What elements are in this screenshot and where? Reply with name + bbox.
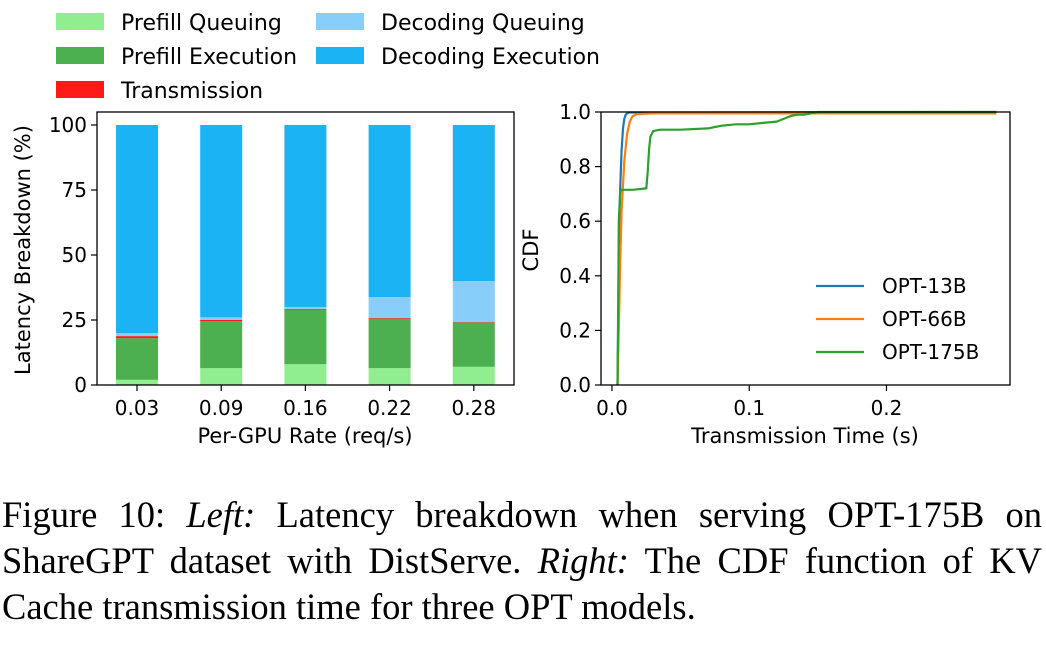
cdf-y-tick-label: 0.4: [559, 264, 591, 288]
caption-right-tag: Right:: [537, 540, 629, 581]
bar-x-ticks: 0.03 0.09 0.16 0.22 0.28: [115, 385, 496, 420]
bar-segment-decoding-execution-0: [116, 125, 158, 333]
caption-label: Figure 10:: [2, 494, 166, 535]
cdf-legend-label-opt175b: OPT-175B: [882, 340, 979, 364]
bar-segment-prefill-queuing-4: [452, 366, 495, 385]
cdf-legend-label-opt66b: OPT-66B: [882, 307, 967, 331]
bar-segment-prefill-queuing-0: [116, 379, 158, 385]
bar-y-axis-label: Latency Breakdown (%): [11, 125, 35, 375]
cdf-x-tick-label: 0.0: [596, 396, 628, 420]
bar-x-tick-label: 0.03: [115, 396, 160, 420]
bar-y-ticks: 0 25 50 75 100: [49, 113, 97, 397]
bar-segment-decoding-execution-3: [368, 125, 411, 298]
legend-swatch-decoding-execution: [316, 47, 364, 64]
cdf-legend: OPT-13B OPT-66B OPT-175B: [816, 274, 979, 364]
cdf-legend-label-opt13b: OPT-13B: [882, 274, 967, 298]
cdf-y-tick-label: 0.8: [559, 155, 591, 179]
bar-segment-prefill-execution-1: [200, 321, 243, 369]
cdf-axes-frame: [600, 111, 1011, 386]
caption-right-text: The CDF function of KV Cache transmissio…: [2, 540, 1042, 627]
bar-segment-transmission-2: [284, 308, 327, 310]
bar-segment-decoding-queuing-0: [116, 333, 158, 337]
cdf-x-tick-label: 0.1: [733, 396, 765, 420]
legend-label-prefill-execution: Prefill Execution: [121, 45, 297, 70]
cdf-line-opt-66b: [616, 112, 997, 386]
bar-y-tick-label: 75: [62, 178, 87, 202]
bar-segment-transmission-3: [368, 317, 411, 319]
legend-label-decoding-execution: Decoding Execution: [381, 45, 600, 70]
bar-y-tick-label: 0: [74, 373, 87, 397]
bar-x-tick-label: 0.22: [367, 396, 412, 420]
cdf-y-tick-label: 1.0: [559, 100, 591, 124]
caption-left-tag: Left:: [186, 494, 256, 535]
bar-segment-decoding-execution-2: [284, 125, 327, 307]
legend-swatch-prefill-execution: [56, 47, 104, 64]
legend-swatch-prefill-queuing: [56, 13, 104, 30]
cdf-lines: [616, 110, 997, 386]
bar-segment-prefill-execution-2: [284, 309, 327, 365]
bar-y-tick-label: 50: [62, 243, 87, 267]
bar-segment-decoding-execution-1: [200, 125, 243, 318]
bar-segment-decoding-execution-4: [452, 125, 495, 281]
bar-segment-prefill-queuing-2: [284, 364, 327, 385]
bar-segment-decoding-queuing-1: [200, 317, 243, 320]
bar-marks: [116, 125, 495, 385]
bar-segment-prefill-execution-4: [452, 322, 495, 367]
cdf-chart: 0.0 0.2 0.4 0.6 0.8 1.0 0.0 0.1 0.2 Transmissio…: [519, 100, 1011, 448]
bar-segment-transmission-4: [452, 322, 495, 323]
cdf-y-axis-label: CDF: [519, 229, 543, 272]
bar-segment-prefill-execution-0: [116, 338, 158, 380]
bar-segment-transmission-1: [200, 320, 243, 322]
bar-x-axis-label: Per-GPU Rate (req/s): [197, 424, 412, 448]
bar-segment-prefill-queuing-1: [200, 368, 243, 385]
bar-segment-transmission-0: [116, 336, 158, 339]
cdf-x-axis-label: Transmission Time (s): [690, 424, 919, 448]
figure-caption: Figure 10: Left: Latency breakdown when …: [2, 492, 1042, 630]
legend-label-transmission: Transmission: [120, 79, 263, 104]
caption-left-text: Latency breakdown when serving OPT-175B …: [2, 494, 1043, 581]
bar-y-tick-label: 100: [49, 113, 87, 137]
cdf-line-opt-175b: [616, 110, 997, 386]
legend-label-prefill-queuing: Prefill Queuing: [121, 11, 282, 36]
cdf-y-tick-label: 0.0: [559, 373, 591, 397]
figure: Prefill Queuing Prefill Execution Transm…: [11, 11, 1011, 448]
bar-segment-prefill-queuing-3: [368, 368, 411, 385]
bar-segment-decoding-queuing-3: [368, 297, 411, 318]
bar-x-tick-label: 0.09: [199, 396, 244, 420]
cdf-x-ticks: 0.0 0.1 0.2: [596, 385, 902, 420]
cdf-y-tick-label: 0.6: [559, 209, 591, 233]
legend-label-decoding-queuing: Decoding Queuing: [381, 11, 585, 36]
cdf-x-tick-label: 0.2: [871, 396, 903, 420]
legend-swatch-decoding-queuing: [316, 13, 364, 30]
bar-x-tick-label: 0.16: [283, 396, 328, 420]
bar-segment-decoding-queuing-2: [284, 307, 327, 309]
bar-legend: Prefill Queuing Prefill Execution Transm…: [56, 11, 600, 104]
cdf-y-ticks: 0.0 0.2 0.4 0.6 0.8 1.0: [559, 100, 601, 397]
bar-segment-prefill-execution-3: [368, 318, 411, 369]
bar-y-tick-label: 25: [62, 308, 87, 332]
legend-swatch-transmission: [56, 81, 104, 98]
bar-x-tick-label: 0.28: [452, 396, 497, 420]
cdf-y-tick-label: 0.2: [559, 318, 591, 342]
bar-chart: 0 25 50 75 100 0.03 0.09 0.16 0.22 0.28 Per-GPU …: [11, 111, 515, 448]
bar-segment-decoding-queuing-4: [452, 281, 495, 323]
